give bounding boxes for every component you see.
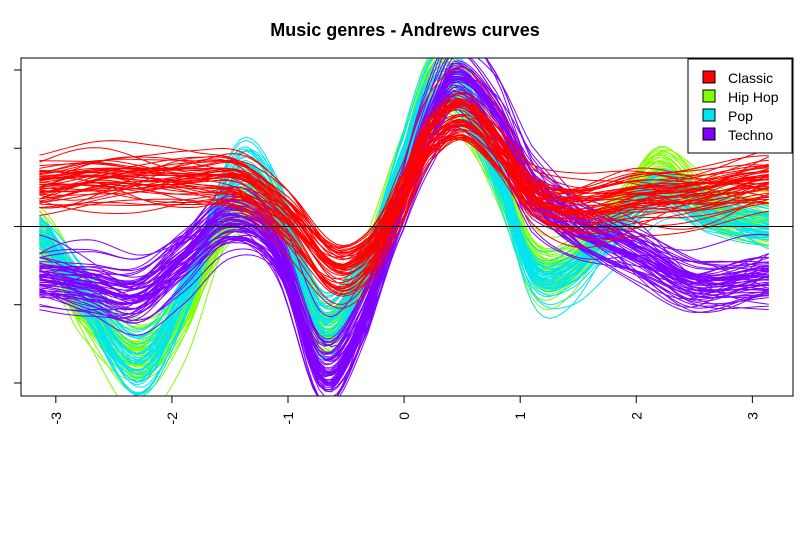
curve-classic (39, 120, 769, 266)
curve-techno (39, 58, 769, 360)
legend-swatch-classic (702, 70, 716, 84)
x-tick-label: 0 (396, 412, 412, 420)
curve-techno (39, 62, 769, 385)
x-tick-label: -1 (280, 412, 296, 425)
curve-techno (39, 80, 769, 381)
x-tick-label: 2 (628, 412, 644, 420)
x-tick-label: -2 (164, 412, 180, 425)
curves-layer (38, 58, 770, 396)
curve-techno (39, 58, 769, 396)
curve-techno (39, 71, 770, 377)
x-axis: -3 -2 -1 0 1 2 3 (48, 396, 760, 425)
legend-label-classic: Classic (728, 70, 773, 86)
curve-techno (39, 84, 769, 366)
legend-swatch-hip-hop (702, 89, 716, 103)
legend-swatch-techno (702, 127, 716, 141)
legend-label-techno: Techno (728, 127, 773, 143)
curve-classic (39, 113, 769, 250)
legend-swatch-pop (702, 108, 716, 122)
x-tick-label: 3 (744, 412, 760, 420)
curve-classic (39, 103, 769, 290)
curve-classic (39, 136, 769, 309)
curve-hip-hop (39, 77, 769, 373)
curve-classic (39, 131, 769, 281)
curve-classic (39, 134, 769, 252)
curve-classic (39, 103, 769, 253)
curve-techno (39, 101, 769, 361)
y-axis (14, 69, 21, 384)
curve-classic (39, 134, 769, 295)
x-tick-label: -3 (48, 412, 64, 425)
curve-techno (39, 101, 769, 361)
curve-classic (39, 124, 769, 270)
curve-classic (39, 104, 769, 266)
legend: Classic Hip Hop Pop Techno (687, 58, 793, 154)
curve-classic (39, 98, 769, 267)
x-tick-label: 1 (512, 412, 528, 420)
curve-pop (39, 100, 769, 372)
legend-label-hip-hop: Hip Hop (728, 89, 779, 105)
curve-hip-hop (39, 68, 769, 359)
chart-title: Music genres - Andrews curves (270, 20, 539, 40)
legend-label-pop: Pop (728, 108, 753, 124)
curve-hip-hop (39, 73, 769, 376)
curve-classic (39, 119, 769, 286)
curve-classic (39, 103, 769, 269)
curve-classic (39, 123, 769, 275)
